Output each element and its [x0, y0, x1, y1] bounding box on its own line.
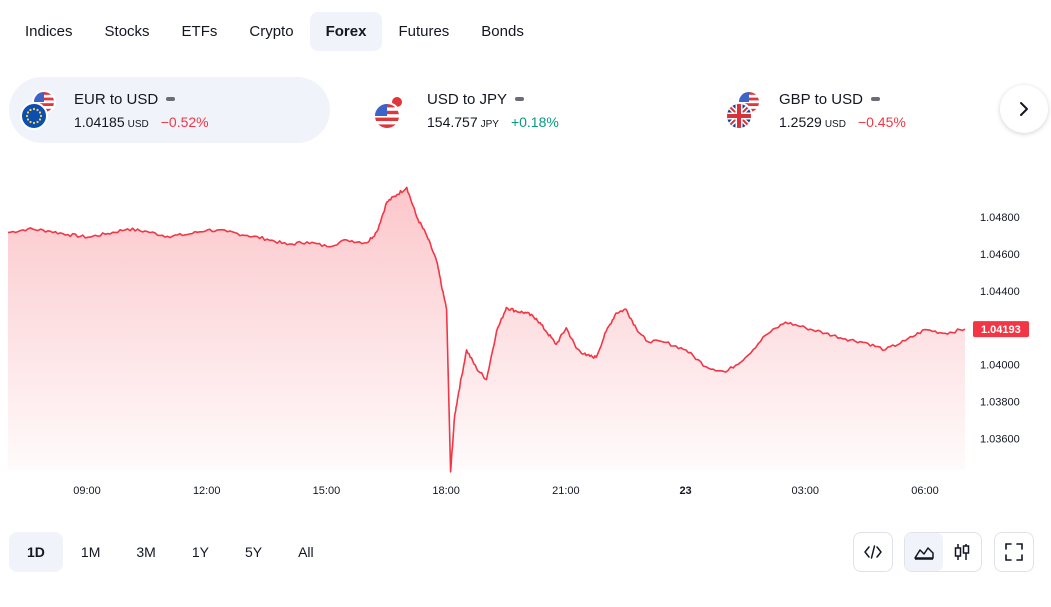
chevron-right-icon	[1020, 102, 1028, 116]
range-1m[interactable]: 1M	[80, 544, 101, 560]
y-tick-label: 1.04400	[980, 286, 1020, 298]
fullscreen-button[interactable]	[994, 532, 1034, 572]
code-icon	[864, 545, 882, 559]
time-range-selector: 1D 1M 3M 1Y 5Y All	[9, 532, 332, 572]
x-tick-label: 23	[679, 485, 691, 497]
x-tick-label: 18:00	[432, 485, 460, 497]
gbpusd-flags	[725, 90, 765, 130]
tab-stocks[interactable]: Stocks	[104, 23, 150, 40]
price-area-fill	[8, 187, 965, 472]
area-chart-icon	[914, 547, 934, 560]
embed-button[interactable]	[853, 532, 893, 572]
tab-forex[interactable]: Forex	[309, 12, 383, 51]
price-chart[interactable]: 1.04800 1.04600 1.04400 1.04000 1.03800 1.036…	[0, 170, 1051, 510]
pair-price: 154.757	[427, 113, 478, 130]
chart-style-toggle	[904, 532, 982, 572]
pair-name: EUR to USD	[74, 90, 159, 108]
pair-change: −0.45%	[857, 113, 906, 130]
x-tick-label: 15:00	[313, 485, 341, 497]
tab-etfs[interactable]: ETFs	[181, 23, 218, 40]
price-line	[7, 186, 966, 473]
x-tick-label: 21:00	[552, 485, 580, 497]
range-3m[interactable]: 3M	[136, 544, 156, 560]
x-tick-label: 12:00	[193, 485, 221, 497]
last-price-label: 1.04193	[981, 324, 1021, 336]
pair-change: +0.18%	[510, 113, 559, 130]
y-tick-label: 1.04800	[980, 212, 1020, 224]
next-symbols-button[interactable]	[1000, 85, 1048, 133]
uk-flag-icon	[725, 102, 753, 130]
tab-futures[interactable]: Futures	[398, 23, 450, 40]
candlestick-icon	[954, 544, 970, 560]
pair-name: GBP to USD	[779, 90, 863, 108]
x-tick-label: 06:00	[911, 485, 939, 497]
us-flag-icon	[373, 102, 401, 130]
pair-currency: JPY	[480, 118, 499, 130]
pair-price: 1.04185	[74, 113, 125, 130]
pair-currency: USD	[824, 118, 846, 130]
last-price-marker: 1.04193	[973, 321, 1029, 338]
pair-change: −0.52%	[160, 113, 209, 130]
symbol-card-usdjpy[interactable]: USD to JPY 154.757 JPY +0.18%	[362, 77, 662, 143]
x-tick-label: 03:00	[792, 485, 820, 497]
x-tick-label: 09:00	[73, 485, 101, 497]
range-1y[interactable]: 1Y	[191, 544, 209, 560]
usdjpy-flags	[373, 90, 413, 130]
range-1d[interactable]: 1D	[9, 532, 63, 572]
candles-chart-button[interactable]	[943, 533, 981, 571]
y-tick-label: 1.04000	[980, 360, 1020, 372]
fullscreen-icon	[1005, 543, 1023, 561]
pair-currency: USD	[127, 118, 149, 130]
market-status-icon	[515, 97, 525, 101]
range-all[interactable]: All	[298, 544, 314, 560]
area-chart-button[interactable]	[905, 533, 943, 571]
y-tick-label: 1.04600	[980, 249, 1020, 261]
market-status-icon	[166, 97, 176, 101]
pair-name: USD to JPY	[427, 90, 508, 108]
eu-flag-icon	[20, 102, 48, 130]
y-tick-label: 1.03800	[980, 397, 1020, 409]
market-status-icon	[870, 97, 880, 101]
symbol-card-eurusd[interactable]: EUR to USD 1.04185 USD −0.52%	[9, 77, 330, 143]
eurusd-flags	[20, 90, 60, 130]
range-5y[interactable]: 5Y	[244, 544, 263, 560]
market-tabs: Indices Stocks ETFs Crypto Forex Futures…	[9, 12, 540, 51]
pair-price: 1.2529	[779, 113, 822, 130]
y-tick-label: 1.03600	[980, 434, 1020, 446]
symbol-card-gbpusd[interactable]: GBP to USD 1.2529 USD −0.45%	[714, 77, 994, 143]
tab-bonds[interactable]: Bonds	[481, 23, 524, 40]
x-axis: 09:00 12:00 15:00 18:00 21:00 23 03:00 06:00	[73, 485, 939, 497]
y-axis: 1.04800 1.04600 1.04400 1.04000 1.03800 1.036…	[980, 212, 1020, 446]
tab-indices[interactable]: Indices	[25, 23, 73, 40]
tab-crypto[interactable]: Crypto	[249, 23, 294, 40]
